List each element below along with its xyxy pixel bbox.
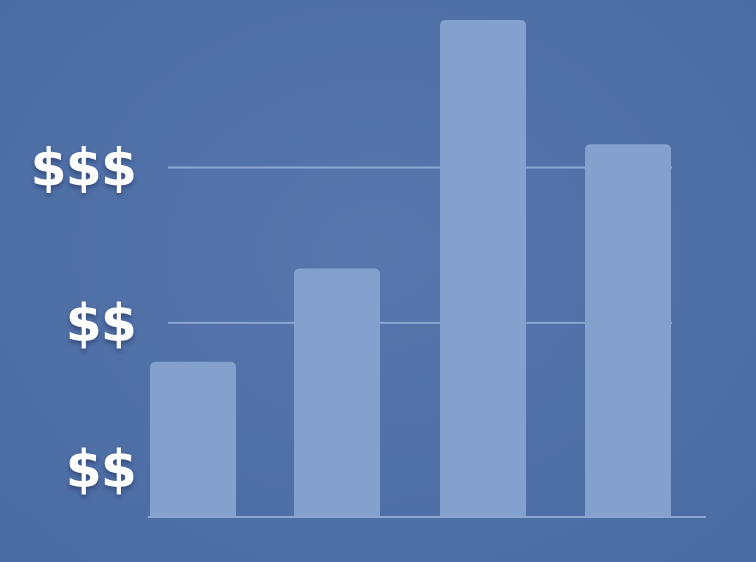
bar-4 bbox=[585, 144, 671, 517]
bar-2 bbox=[294, 268, 380, 517]
bars bbox=[150, 20, 671, 517]
bar-1 bbox=[150, 361, 236, 517]
y-tick-label: $$$ bbox=[30, 139, 136, 199]
y-tick-label: $$ bbox=[66, 294, 136, 354]
bar-3 bbox=[440, 20, 526, 517]
y-tick-label: $$ bbox=[66, 440, 136, 500]
y-axis-tick-labels: $$$$$$$ bbox=[30, 139, 137, 500]
